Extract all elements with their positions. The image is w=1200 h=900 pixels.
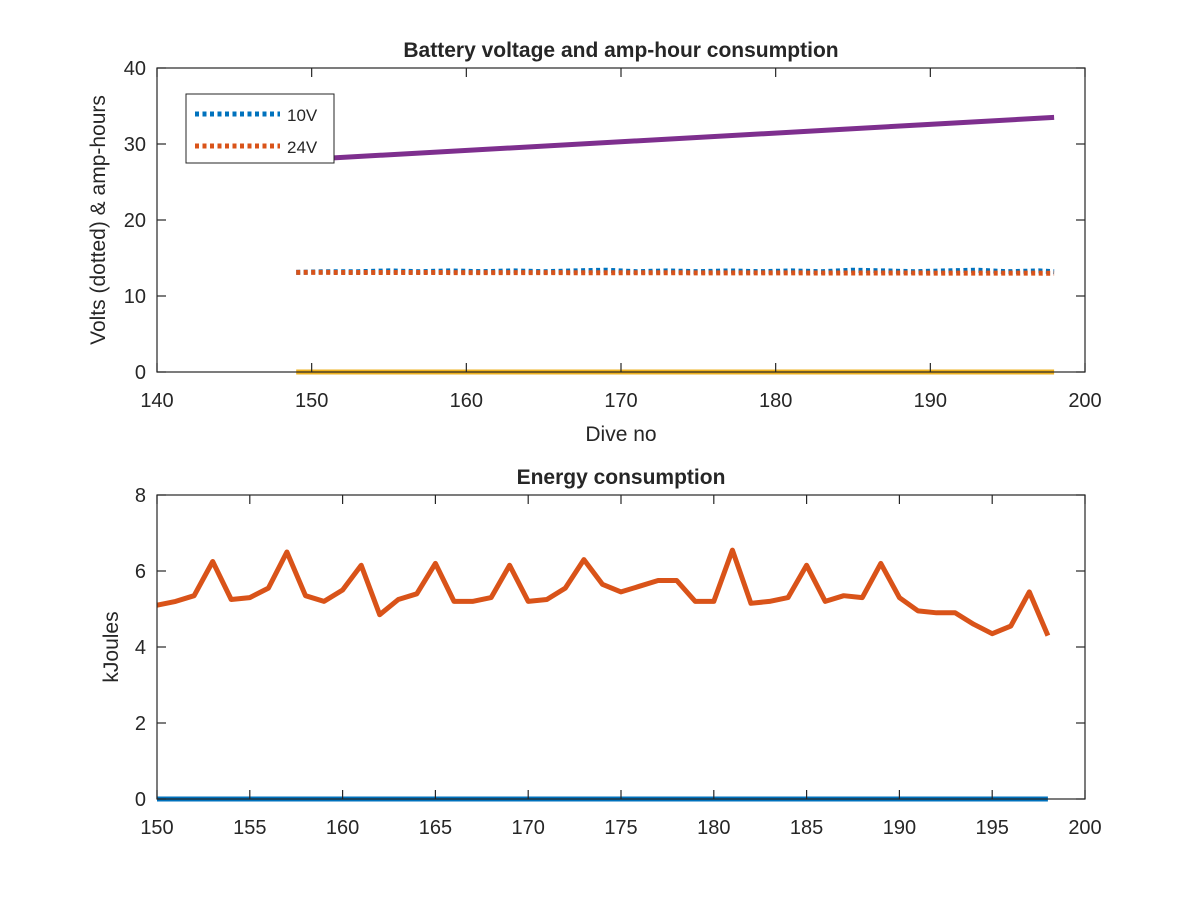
legend-label-24v: 24V	[287, 138, 318, 157]
y-tick-label: 10	[124, 286, 146, 308]
x-tick-label: 180	[697, 817, 730, 839]
x-tick-label: 170	[512, 817, 545, 839]
axes-frame	[156, 494, 1086, 800]
x-tick-label: 190	[883, 817, 916, 839]
legend-box	[185, 93, 335, 164]
x-tick-label: 200	[1068, 390, 1101, 412]
x-tick-label: 160	[326, 817, 359, 839]
chart-title: Energy consumption	[517, 466, 726, 489]
x-tick-label: 160	[450, 390, 483, 412]
x-tick-label: 165	[419, 817, 452, 839]
x-axis-label: Dive no	[585, 423, 656, 446]
legend: 10V 24V	[185, 93, 335, 164]
y-tick-label: 40	[124, 58, 146, 80]
chart-title: Battery voltage and amp-hour consumption	[403, 39, 838, 62]
y-tick-label: 0	[135, 789, 146, 811]
x-tick-label: 150	[295, 390, 328, 412]
x-tick-label: 200	[1068, 817, 1101, 839]
x-tick-label: 170	[604, 390, 637, 412]
series-line-0-3	[296, 114, 1055, 163]
battery-voltage-subplot: 140 150 160 170 180 190 200 0 10 20 30 40 Battery vo…	[87, 39, 1102, 446]
y-tick-label: 30	[124, 134, 146, 156]
legend-label-10v: 10V	[287, 106, 318, 125]
x-tick-label: 175	[604, 817, 637, 839]
series-line-1-1	[156, 547, 1051, 637]
x-tick-label: 185	[790, 817, 823, 839]
x-tick-label: 180	[759, 390, 792, 412]
energy-consumption-subplot: 150 155 160 165 170 175 180 185 190 195 200 0 2 4 6 8 En…	[100, 466, 1102, 839]
series-line-24v	[296, 269, 1055, 276]
y-tick-label: 20	[124, 210, 146, 232]
y-tick-label: 2	[135, 713, 146, 735]
y-tick-label: 6	[135, 561, 146, 583]
x-tick-label: 155	[233, 817, 266, 839]
y-tick-label: 4	[135, 637, 146, 659]
x-tick-label: 195	[976, 817, 1009, 839]
x-tick-label: 140	[140, 390, 173, 412]
y-tick-label: 8	[135, 485, 146, 507]
y-axis-label: kJoules	[100, 611, 123, 682]
y-tick-label: 0	[135, 362, 146, 384]
y-axis-label: Volts (dotted) & amp-hours	[87, 95, 110, 345]
x-tick-label: 190	[914, 390, 947, 412]
x-tick-label: 150	[140, 817, 173, 839]
